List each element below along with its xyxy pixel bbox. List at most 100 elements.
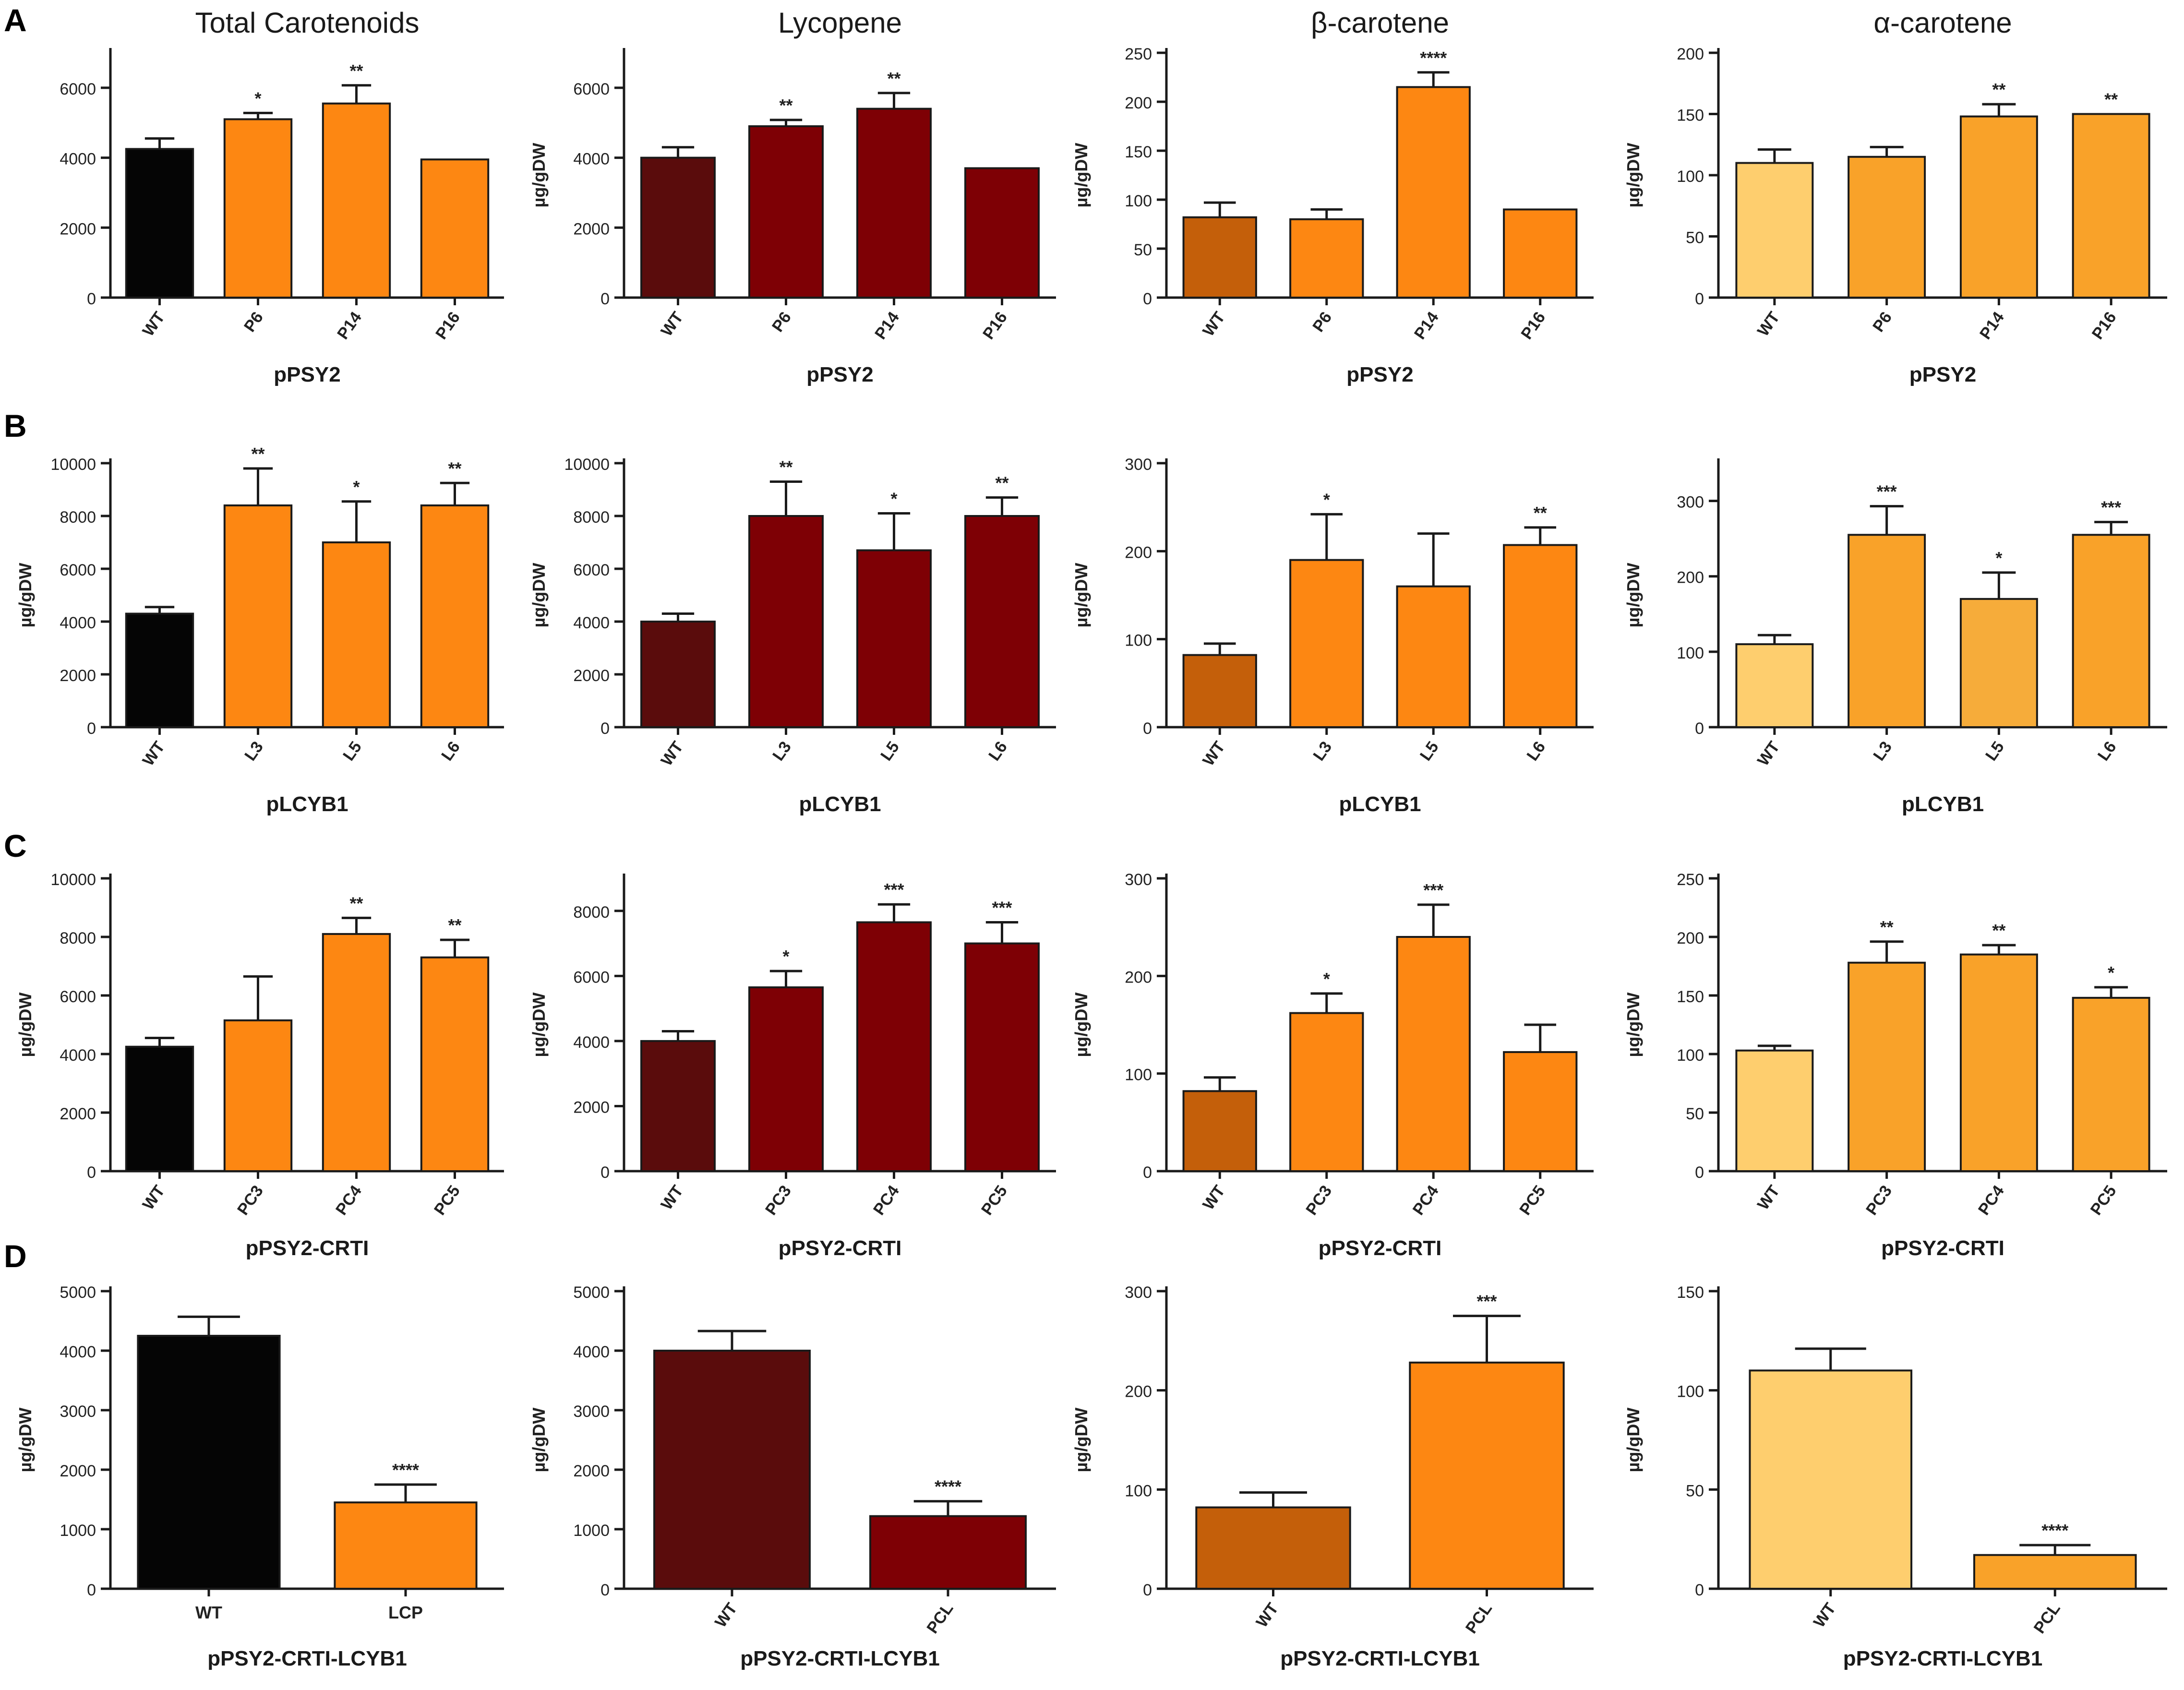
y-tick-label: 100 — [1125, 1066, 1152, 1084]
bar-l6 — [964, 515, 1040, 728]
y-tick-label: 200 — [1125, 968, 1152, 986]
y-tick-label: 4000 — [60, 1046, 96, 1065]
y-axis-label: µg/gDW — [15, 563, 35, 628]
x-axis-label: pPSY2 — [1909, 363, 1976, 386]
bar-l3 — [1289, 559, 1364, 728]
x-axis-label: pPSY2-CRTI — [1881, 1236, 2004, 1260]
bar-l3 — [1848, 534, 1926, 729]
x-tick-label: L6 — [438, 738, 464, 764]
panel-letter-c: C — [4, 828, 27, 863]
y-tick-label: 0 — [87, 719, 96, 738]
y-axis-label: µg/gDW — [529, 993, 549, 1057]
significance-marker: **** — [1420, 48, 1447, 68]
significance-marker: ** — [251, 444, 264, 464]
significance-marker: ** — [448, 915, 461, 935]
significance-marker: *** — [1476, 1292, 1497, 1311]
y-tick-label: 0 — [600, 1581, 610, 1599]
y-tick-label: 2000 — [573, 1462, 610, 1480]
bar-wt — [640, 1040, 716, 1173]
y-tick-label: 6000 — [573, 968, 610, 986]
bar-p14 — [1959, 115, 2038, 299]
x-tick-label: WT — [1754, 309, 1784, 340]
x-tick-label: WT — [139, 738, 169, 769]
y-tick-label: 2000 — [60, 1462, 96, 1480]
significance-marker: ** — [1992, 80, 2005, 99]
y-tick-label: 0 — [600, 719, 610, 738]
y-tick-label: 0 — [87, 290, 96, 308]
x-tick-label: WT — [139, 309, 169, 340]
panel-letter-b: B — [4, 408, 27, 443]
chart-a2: 0 2000 4000 6000 µg/gDW WT ** P6 ** P14 P16 pPSY2 — [529, 48, 1056, 386]
bar-pcl — [869, 1515, 1027, 1590]
x-tick-label: P14 — [334, 309, 365, 343]
y-tick-label: 4000 — [573, 1343, 610, 1361]
y-tick-label: 250 — [1125, 45, 1152, 63]
bar-p16 — [1503, 208, 1578, 299]
y-tick-label: 4000 — [60, 614, 96, 632]
bar-wt — [640, 156, 716, 299]
x-tick-label: L6 — [2094, 738, 2120, 764]
y-tick-label: 0 — [87, 1581, 96, 1599]
x-tick-label: L6 — [985, 738, 1011, 764]
y-tick-label: 2000 — [60, 220, 96, 238]
y-axis-label: µg/gDW — [529, 143, 549, 208]
x-tick-label: P6 — [1309, 309, 1335, 336]
x-axis-label: pPSY2-CRTI — [779, 1236, 902, 1260]
x-tick-label: P16 — [432, 309, 464, 343]
bar-l5 — [322, 541, 391, 728]
column-title-1: Total Carotenoids — [195, 7, 420, 39]
bar-wt — [1735, 162, 1814, 299]
y-axis-label: µg/gDW — [1623, 993, 1643, 1057]
bar-p6 — [223, 118, 293, 299]
y-tick-label: 1000 — [573, 1522, 610, 1540]
x-tick-label: PC3 — [1862, 1182, 1896, 1219]
y-tick-label: 200 — [1677, 45, 1704, 63]
x-tick-label: PC4 — [332, 1182, 365, 1219]
column-title-4: α-carotene — [1873, 7, 2012, 39]
significance-marker: * — [353, 477, 360, 497]
y-tick-label: 2000 — [573, 1098, 610, 1116]
x-tick-label: PC3 — [762, 1182, 795, 1219]
x-tick-label: WT — [658, 1182, 687, 1213]
significance-marker: ** — [995, 473, 1008, 493]
x-tick-label: WT — [1754, 738, 1784, 769]
bar-p6 — [748, 125, 824, 299]
significance-marker: ** — [448, 458, 461, 478]
y-axis-label: µg/gDW — [1071, 993, 1091, 1057]
y-tick-label: 0 — [1695, 290, 1704, 308]
y-tick-label: 0 — [87, 1163, 96, 1182]
bar-pc5 — [420, 956, 490, 1172]
bar-pc3 — [1289, 1012, 1364, 1173]
significance-marker: * — [1323, 969, 1330, 989]
x-tick-label: PC4 — [1409, 1182, 1442, 1219]
y-tick-label: 5000 — [573, 1283, 610, 1302]
y-tick-label: 2000 — [573, 220, 610, 238]
x-tick-label: L3 — [241, 738, 267, 764]
y-tick-label: 250 — [1677, 871, 1704, 889]
significance-marker: **** — [935, 1477, 961, 1497]
bar-wt — [137, 1335, 281, 1590]
y-tick-label: 8000 — [573, 903, 610, 922]
significance-marker: * — [782, 947, 789, 966]
y-tick-label: 300 — [1125, 1283, 1152, 1302]
x-tick-label: P16 — [1517, 309, 1549, 343]
significance-marker: ** — [349, 61, 363, 81]
y-tick-label: 200 — [1125, 94, 1152, 112]
x-tick-label: WT — [1199, 309, 1229, 340]
y-tick-label: 4000 — [573, 614, 610, 632]
x-axis-label: pLCYB1 — [1902, 792, 1984, 816]
y-axis-label: µg/gDW — [1623, 563, 1643, 628]
y-tick-label: 2000 — [60, 1105, 96, 1123]
x-axis-label: pLCYB1 — [1339, 792, 1421, 816]
y-axis-label: µg/gDW — [15, 993, 35, 1057]
bar-p14 — [856, 108, 932, 299]
x-tick-label: WT — [1810, 1600, 1840, 1631]
y-axis-label: µg/gDW — [1071, 143, 1091, 208]
bar-pc4 — [856, 921, 932, 1172]
x-axis-label: pPSY2-CRTI — [1319, 1236, 1442, 1260]
chart-a3: 0 50 100 150 200 250 µg/gDW WT P6 **** P14 P16 pPSY2 — [1071, 45, 1594, 386]
y-tick-label: 150 — [1677, 107, 1704, 125]
x-tick-label: PC5 — [978, 1182, 1011, 1219]
significance-marker: * — [254, 88, 261, 108]
significance-marker: ** — [349, 893, 363, 913]
